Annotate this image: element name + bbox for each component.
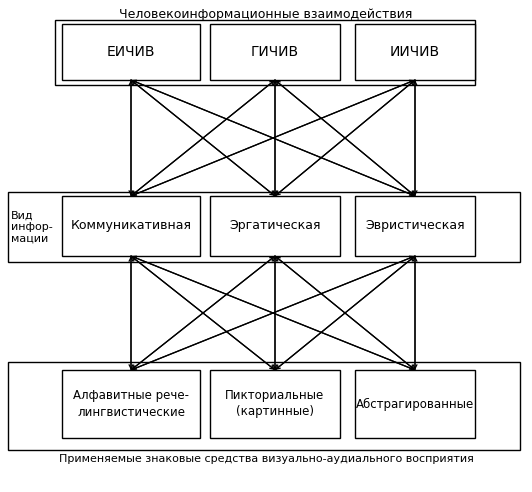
Text: Пикториальные
(картинные): Пикториальные (картинные) [226, 390, 325, 419]
Text: Применяемые знаковые средства визуально-аудиального восприятия: Применяемые знаковые средства визуально-… [59, 454, 473, 464]
Text: ЕИЧИВ: ЕИЧИВ [107, 45, 155, 59]
Text: Алфавитные рече-
лингвистические: Алфавитные рече- лингвистические [73, 390, 189, 419]
Bar [8, 192, 520, 262]
Bar [62, 24, 200, 80]
Text: ИИЧИВ: ИИЧИВ [390, 45, 440, 59]
Bar [355, 370, 475, 438]
Text: Эргатическая: Эргатическая [229, 219, 321, 233]
Bar [210, 196, 340, 256]
Text: Абстрагированные: Абстрагированные [356, 398, 474, 410]
Bar [210, 370, 340, 438]
Text: Вид
инфор-
мации: Вид инфор- мации [11, 211, 53, 244]
Bar [62, 370, 200, 438]
Text: Эвристическая: Эвристическая [365, 219, 465, 233]
Text: Человекоинформационные взаимодействия: Человекоинформационные взаимодействия [119, 8, 413, 21]
Bar [8, 362, 520, 450]
Bar [355, 196, 475, 256]
Bar [210, 24, 340, 80]
Bar [62, 196, 200, 256]
Bar [355, 24, 475, 80]
Text: ГИЧИВ: ГИЧИВ [251, 45, 299, 59]
Bar [55, 20, 475, 85]
Text: Коммуникативная: Коммуникативная [71, 219, 192, 233]
